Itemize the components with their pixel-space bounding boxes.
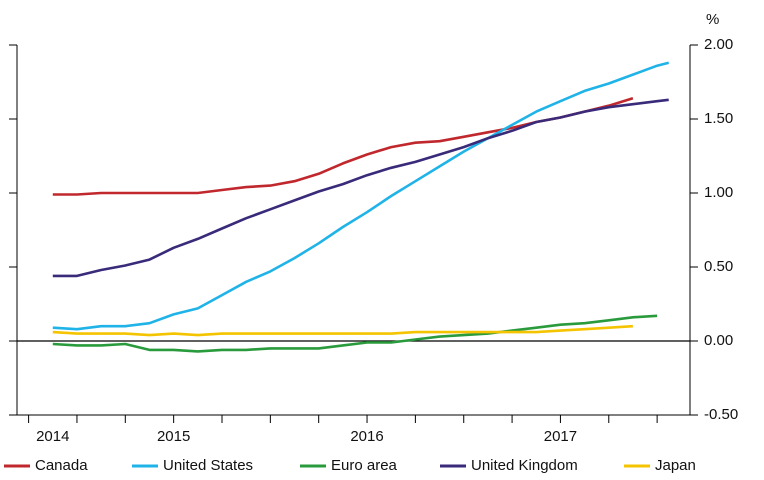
- x-tick-label: 2017: [544, 428, 577, 445]
- series-line: [52, 324, 633, 337]
- y-tick-label: 0.00: [704, 332, 733, 349]
- x-tick-label: 2014: [36, 428, 69, 445]
- x-tick-label: 2016: [350, 428, 383, 445]
- series-line: [52, 314, 658, 353]
- y-unit: %: [706, 11, 719, 28]
- legend-label: Canada: [35, 457, 88, 474]
- y-tick-label: -0.50: [704, 406, 738, 423]
- y-tick-label: 0.50: [704, 258, 733, 275]
- x-tick-label: 2015: [157, 428, 190, 445]
- legend-label: Japan: [655, 457, 696, 474]
- series-line: [52, 97, 634, 196]
- y-tick-label: 2.00: [704, 36, 733, 53]
- legend-label: United States: [163, 457, 253, 474]
- legend-label: Euro area: [331, 457, 398, 474]
- y-tick-label: 1.50: [704, 110, 733, 127]
- y-tick-label: 1.00: [704, 184, 733, 201]
- series-line: [52, 61, 670, 331]
- legend-label: United Kingdom: [471, 457, 578, 474]
- series-line: [52, 98, 669, 278]
